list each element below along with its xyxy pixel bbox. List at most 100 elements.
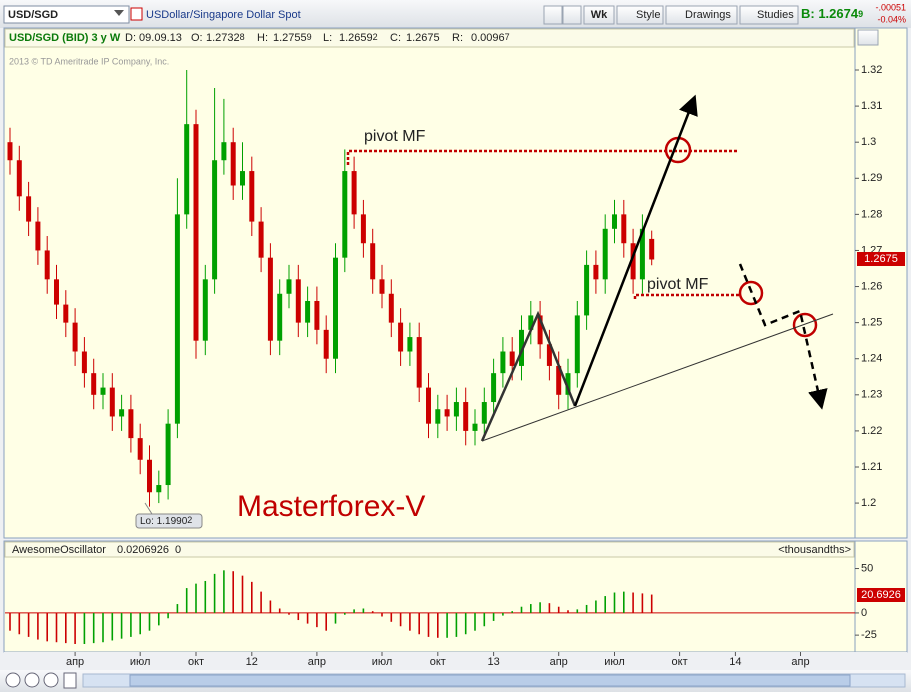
header-date: D: 09.09.13 [125,32,182,44]
header-row [4,28,855,48]
candle-body [202,279,208,341]
field-value: 1.26592 [339,32,378,44]
candle-body [472,423,478,431]
annotations: pivot MF pivot MF Masterforex-V Lo: 1.19… [135,94,905,602]
candle-body [416,337,422,388]
symbol-input[interactable] [3,5,130,24]
tool-button[interactable] [562,5,582,25]
y-tick-label: 0 [861,607,867,619]
button-studies[interactable] [739,5,799,25]
x-tick-label: окт [430,656,446,668]
candle-body [81,351,87,374]
candle-body [100,387,106,395]
pane-button[interactable] [857,29,879,46]
digit: 7 [505,32,510,42]
circle-marker [738,280,764,306]
value: 1.2732 [206,32,240,44]
candle-body [128,409,134,439]
x-tick-label: июл [372,656,393,668]
change: -.00051 [875,2,906,12]
candle-body [342,171,348,258]
candle-body [44,250,50,280]
candle-body [453,402,459,417]
low-label: Lo: 1.19902 [140,515,192,526]
candle-body [137,438,143,460]
tool-button[interactable] [543,5,563,25]
price-label-box [857,252,905,266]
y-tick-label: 1.22 [861,425,882,437]
field-value: 1.2675 [406,32,440,44]
candle-body [546,344,552,366]
candle-body [230,142,236,186]
candle-body [249,171,255,222]
y-tick-label: 1.32 [861,64,882,76]
oscillator-name: AwesomeOscillator [12,544,106,556]
candle-body [565,373,571,395]
candle-body [305,300,311,323]
arrow-down [738,263,828,410]
candle-body [649,238,655,260]
candle-body [574,315,580,374]
zoom-in-button[interactable] [24,672,40,688]
candle-body [621,214,627,244]
y-tick-label: 1.31 [861,100,882,112]
candle-body [119,409,125,417]
candle-body [72,322,78,352]
y-tick-label: 1.25 [861,317,882,329]
candle-body [481,402,487,424]
oscillator-units: <thousandths> [778,544,851,556]
trend-line [481,313,834,442]
candle-body [314,300,320,330]
low-digit: 2 [187,515,192,525]
low-pointer [144,502,153,515]
oscillator-label-box [857,588,905,602]
candle-body [360,214,366,244]
marks: 1.21.211.221.231.241.251.261.271.281.291… [5,64,882,668]
digit: 2 [373,32,378,42]
candle-body [16,160,22,197]
button-label: Studies [757,9,794,21]
signature: Masterforex-V [237,490,425,523]
candle-body [537,315,543,345]
pan-button[interactable] [5,672,21,688]
button-drawings[interactable] [665,5,738,25]
dropdown-arrow[interactable] [114,10,124,16]
candle-body [519,329,524,366]
candle-body [388,293,394,323]
digit: 8 [240,32,245,42]
value: 1.2755 [273,32,307,44]
candle-body [556,365,562,395]
candle-body [277,293,283,341]
button-label: Wk [591,9,608,21]
low-value: Lo: 1.1990 [140,516,188,527]
watermark: 2013 © TD Ameritrade IP Company, Inc. [9,56,169,66]
time-axis [4,652,907,670]
x-tick-label: 13 [487,656,499,668]
candle-body [7,142,13,161]
candle-body [35,221,41,251]
candle-body [593,264,599,280]
hand-button[interactable] [63,672,77,689]
candle-body [612,214,617,229]
circle-marker [792,312,818,338]
x-tick-label: окт [672,656,688,668]
candle-body [54,279,59,305]
button-week[interactable] [583,5,615,25]
candle-body [435,409,441,424]
candle-body [174,214,180,424]
x-tick-label: июл [130,656,151,668]
candle-body [240,171,245,186]
price-pane [3,27,856,539]
field-label: R: [452,32,463,44]
scroll-thumb[interactable] [129,674,851,687]
pivot-line [633,293,740,299]
price-axis [854,27,908,539]
bid-value: B: 1.2674 [801,6,859,21]
zoom-out-button[interactable] [43,672,59,688]
button-style[interactable] [616,5,664,25]
candle-body [398,322,404,352]
y-tick-label: -25 [861,629,877,641]
x-tick-label: апр [308,656,326,668]
y-tick-label: 1.3 [861,136,876,148]
